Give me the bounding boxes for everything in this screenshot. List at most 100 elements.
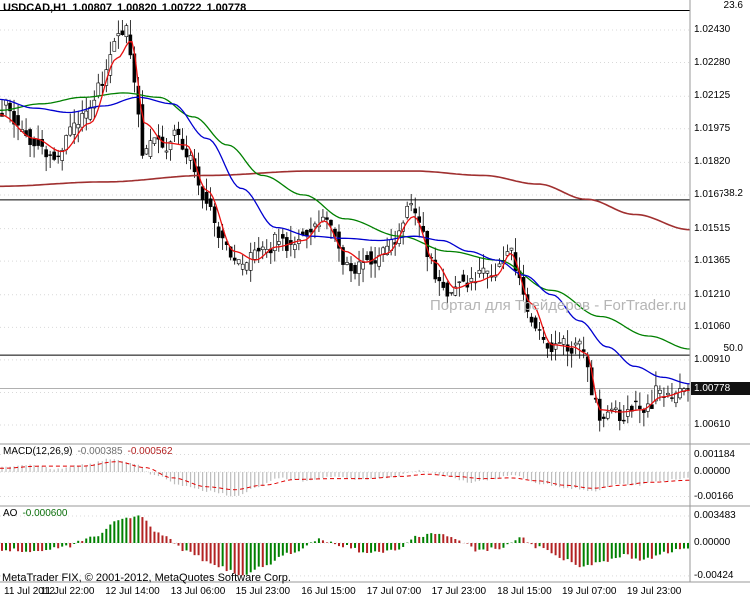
candle-body — [617, 409, 622, 421]
candle-body — [100, 83, 105, 86]
ohlc-high: 1.00820 — [116, 2, 157, 14]
candle-body — [409, 203, 413, 206]
candle-body — [622, 419, 626, 422]
candle-body — [60, 150, 64, 161]
price-axis-label: 1.01670 — [694, 188, 731, 200]
candle-body — [140, 104, 145, 156]
price-axis-label: 1.00910 — [694, 353, 731, 365]
candle-body — [248, 252, 253, 271]
time-axis-label: 17 Jul 07:00 — [366, 586, 422, 597]
candle-body — [48, 154, 52, 156]
price-axis-label: 1.02280 — [694, 56, 731, 68]
candle-body — [204, 192, 209, 204]
candle-body — [650, 404, 654, 409]
candle-body — [244, 262, 249, 271]
time-axis-label: 15 Jul 23:00 — [235, 586, 291, 597]
macd-axis-label: 0.001184 — [694, 448, 735, 460]
candle-body — [64, 135, 68, 151]
candle-body — [341, 247, 345, 265]
ma-slow-line — [0, 92, 691, 350]
candle-body — [545, 343, 550, 349]
candle-body — [40, 138, 44, 147]
candle-body — [553, 343, 558, 350]
candle-body — [252, 249, 257, 260]
candle-body — [313, 223, 317, 227]
price-axis-label: 1.01820 — [694, 156, 731, 168]
candle-body — [369, 251, 373, 265]
candle-body — [240, 263, 245, 270]
candle-body — [44, 149, 48, 158]
candle-body — [216, 226, 221, 238]
candle-body — [208, 198, 213, 207]
candle-body — [168, 141, 173, 150]
candle-body — [349, 263, 353, 272]
candle-body — [96, 82, 101, 97]
symbol-timeframe-label: USDCAD,H1 — [3, 2, 68, 14]
candle-body — [581, 349, 586, 352]
candle-body — [666, 392, 670, 396]
candle-body — [537, 329, 542, 331]
time-axis-label: 19 Jul 23:00 — [626, 586, 682, 597]
candle-body — [337, 231, 341, 249]
candle-body — [357, 261, 361, 274]
macd-main-value: -0.000385 — [77, 446, 123, 457]
candle-body — [293, 244, 297, 250]
ao-value: -0.000600 — [22, 508, 68, 519]
candle-body — [529, 316, 534, 323]
watermark-text: Портал для Трейдеров - ForTrader.ru — [430, 297, 687, 314]
candle-body — [188, 155, 193, 161]
time-axis-label: 11 Jul 2012 — [4, 586, 55, 597]
candle-body — [52, 151, 56, 160]
candle-body — [469, 278, 474, 282]
copyright-text: MetaTrader FIX, © 2001-2012, MetaQuotes … — [2, 572, 291, 584]
ohlc-close: 1.00778 — [206, 2, 247, 14]
candle-body — [260, 246, 265, 250]
candle-body — [569, 348, 574, 354]
price-axis-label: 1.02125 — [694, 90, 731, 102]
macd-axis-label: -0.00166 — [694, 490, 734, 502]
macd-signal-line — [0, 461, 690, 491]
candle-body — [573, 342, 578, 346]
ma-fast-line — [0, 41, 691, 413]
price-axis-label: 1.01975 — [694, 122, 731, 134]
candle-body — [541, 336, 546, 340]
macd-signal-value: -0.000562 — [127, 446, 173, 457]
ao-label: AO — [3, 508, 18, 519]
current-price-tag: 1.00778 — [691, 382, 750, 395]
candle-body — [172, 129, 177, 136]
candle-body — [413, 208, 418, 214]
candle-body — [533, 317, 538, 329]
time-axis-label: 18 Jul 15:00 — [497, 586, 552, 597]
time-axis-label: 19 Jul 07:00 — [562, 586, 617, 597]
candle-body — [461, 274, 466, 282]
candle-body — [670, 397, 674, 399]
candle-body — [176, 128, 181, 135]
macd-header: MACD(12,26,9) -0.000385 -0.000562 — [3, 446, 178, 457]
price-axis-label: 1.01365 — [694, 255, 731, 267]
candle-body — [638, 405, 642, 410]
candle-body — [405, 206, 409, 218]
candle-body — [68, 126, 73, 136]
candle-body — [626, 409, 630, 417]
candle-body — [36, 139, 40, 146]
candle-body — [634, 400, 638, 403]
candle-body — [56, 155, 60, 158]
candle-body — [605, 411, 610, 419]
ao-axis-label: 0.00000 — [694, 537, 731, 548]
ao-histogram — [1, 515, 689, 576]
candle-body — [686, 388, 690, 390]
candle-body — [152, 137, 157, 144]
price-axis-label: 1.01210 — [694, 288, 731, 300]
ohlc-low: 1.00722 — [161, 2, 202, 14]
candle-body — [557, 342, 562, 344]
candle-body — [365, 255, 369, 260]
candle-body — [124, 25, 129, 37]
candle-body — [445, 282, 450, 297]
candle-body — [329, 219, 333, 226]
candle-body — [76, 124, 81, 129]
candle-body — [509, 247, 514, 251]
candle-body — [654, 385, 658, 402]
chart-header: USDCAD,H1 1.00807 1.00820 1.00722 1.00778 — [3, 2, 251, 14]
